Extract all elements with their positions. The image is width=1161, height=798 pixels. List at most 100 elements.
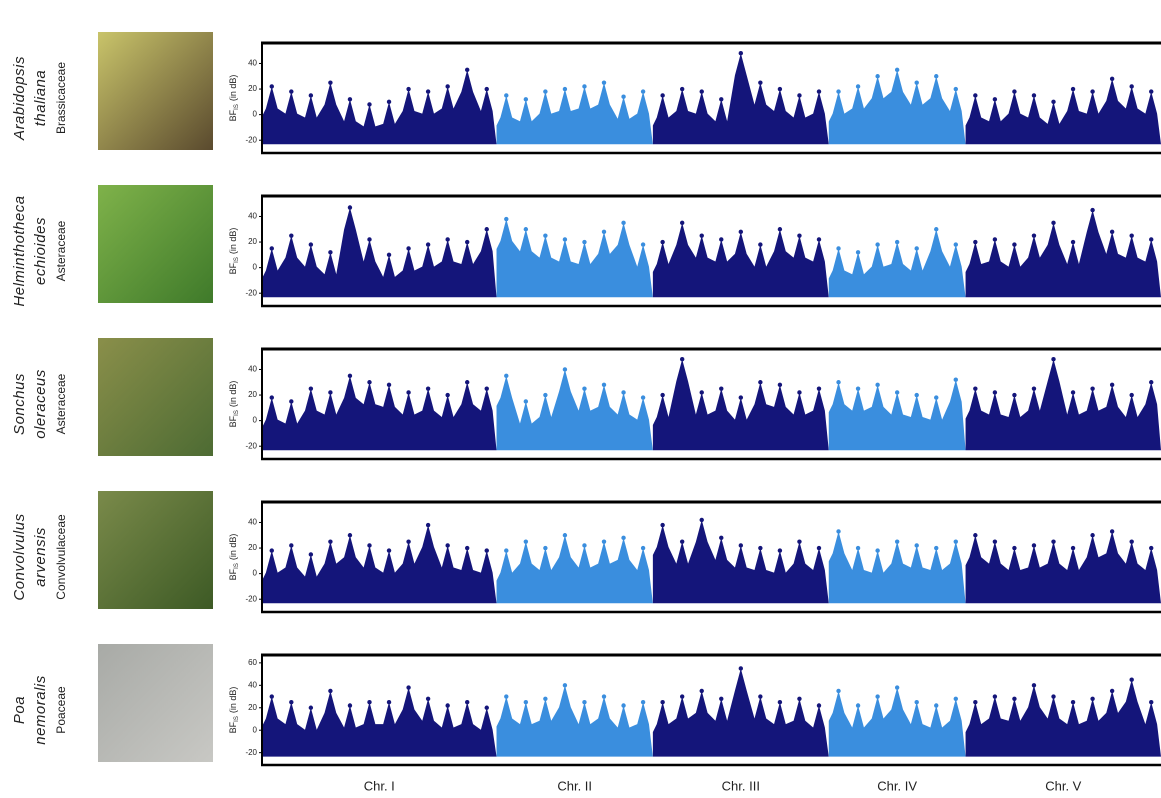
- point: [484, 548, 489, 553]
- point: [894, 539, 900, 544]
- y-axis-label: BFIS (in dB): [228, 228, 239, 275]
- y-tick-label: 0: [253, 416, 258, 425]
- y-tick-label: -20: [245, 748, 257, 757]
- point: [894, 390, 900, 395]
- point: [601, 694, 607, 699]
- point: [1031, 683, 1037, 688]
- point: [386, 252, 392, 258]
- species-name: oleraceus: [32, 369, 49, 439]
- point: [719, 237, 724, 242]
- point: [679, 86, 685, 92]
- point: [953, 86, 958, 92]
- point: [640, 699, 646, 705]
- point: [758, 242, 763, 247]
- chromosome-label: Chr. III: [722, 778, 760, 793]
- point: [543, 545, 548, 551]
- band-area: [262, 207, 497, 298]
- point: [875, 548, 880, 553]
- point: [289, 699, 294, 705]
- point: [1109, 688, 1115, 694]
- point: [992, 237, 998, 242]
- point: [875, 382, 880, 388]
- y-tick-label: 20: [248, 84, 257, 93]
- point: [699, 390, 704, 395]
- point: [738, 543, 744, 548]
- point: [269, 548, 274, 553]
- point: [855, 84, 861, 89]
- point: [523, 699, 529, 705]
- band-area: [965, 78, 1161, 145]
- point: [582, 84, 587, 89]
- point: [1090, 89, 1095, 94]
- point: [1070, 239, 1076, 245]
- point: [1012, 242, 1017, 247]
- point: [1109, 382, 1115, 388]
- point: [523, 399, 529, 404]
- y-tick-label: 40: [248, 680, 257, 689]
- y-axis-label: BFIS (in dB): [228, 75, 239, 122]
- point: [445, 543, 450, 548]
- point: [543, 696, 548, 701]
- band-area: [828, 69, 966, 145]
- species-name: Arabidopsis: [11, 56, 28, 141]
- point: [621, 220, 626, 226]
- point: [855, 386, 861, 391]
- y-label-unit: (in dB): [228, 228, 238, 255]
- point: [1012, 696, 1017, 701]
- point: [894, 239, 900, 245]
- y-label-unit: (in dB): [228, 687, 238, 714]
- point: [1012, 392, 1017, 398]
- point: [1070, 390, 1076, 395]
- point: [992, 390, 998, 395]
- y-label-main: BF: [228, 721, 238, 733]
- point: [992, 97, 998, 102]
- band-area: [262, 687, 497, 757]
- chromosome-label: Chr. IV: [877, 778, 917, 793]
- y-axis-label: BFIS (in dB): [228, 687, 239, 734]
- species-name: Convolvulus: [11, 513, 28, 600]
- family-name: Poaceae: [54, 686, 68, 734]
- point: [562, 683, 568, 688]
- point: [1051, 539, 1056, 544]
- point: [465, 67, 470, 73]
- point: [855, 545, 861, 551]
- point: [973, 386, 978, 391]
- band-area: [828, 531, 966, 604]
- point: [914, 80, 919, 85]
- point: [543, 392, 548, 398]
- point: [1031, 386, 1037, 391]
- y-tick-label: -20: [245, 594, 257, 603]
- point: [797, 93, 802, 98]
- point: [386, 548, 392, 553]
- point: [738, 229, 744, 235]
- point: [1090, 386, 1095, 391]
- point: [504, 548, 509, 553]
- point: [640, 395, 646, 400]
- point: [1070, 545, 1076, 551]
- point: [1070, 699, 1076, 705]
- y-label-unit: (in dB): [228, 75, 238, 102]
- point: [679, 357, 685, 362]
- point: [816, 89, 822, 94]
- point: [562, 533, 568, 538]
- point: [465, 239, 470, 245]
- y-axis-label: BFIS (in dB): [228, 534, 239, 581]
- point: [621, 390, 626, 395]
- point: [582, 239, 587, 245]
- point: [660, 522, 665, 528]
- point: [914, 543, 919, 548]
- point: [621, 535, 626, 541]
- point: [777, 699, 783, 705]
- point: [1070, 86, 1076, 92]
- point: [504, 93, 509, 98]
- y-label-sub: IS: [234, 716, 240, 722]
- photo: [98, 338, 213, 456]
- point: [1031, 93, 1037, 98]
- point: [562, 367, 568, 372]
- point: [640, 89, 646, 94]
- point: [1149, 545, 1154, 551]
- species-name: echioides: [32, 217, 49, 285]
- photo: [98, 644, 213, 762]
- band-area: [496, 82, 653, 145]
- band-area: [652, 222, 829, 298]
